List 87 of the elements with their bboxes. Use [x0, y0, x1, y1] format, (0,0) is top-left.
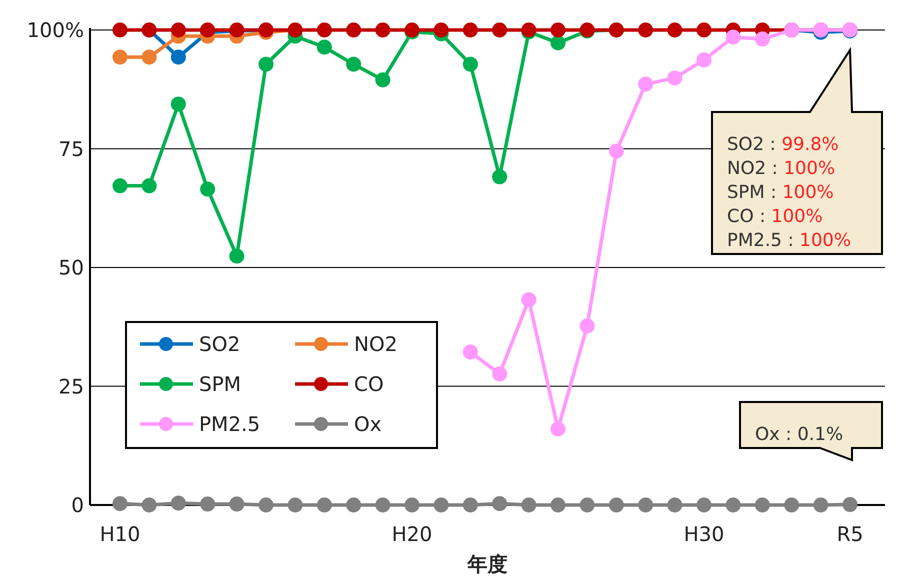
x-tick-label: H20: [392, 522, 432, 546]
point: [142, 178, 157, 194]
point: [229, 496, 244, 512]
point: [112, 496, 128, 512]
legend-label: CO: [354, 372, 384, 396]
x-tick-label: H10: [100, 522, 140, 546]
x-tick-label: H30: [684, 522, 724, 546]
point: [550, 22, 566, 38]
point: [550, 498, 566, 512]
point: [316, 22, 332, 38]
point: [462, 344, 478, 360]
point: [580, 318, 595, 334]
point: [434, 498, 449, 512]
point: [784, 498, 800, 512]
point: [638, 498, 654, 512]
point: [346, 22, 362, 38]
point: [200, 22, 216, 38]
point: [726, 498, 741, 512]
point: [580, 498, 595, 512]
point: [754, 498, 770, 512]
point: [521, 292, 536, 308]
y-tick-label: 0: [71, 493, 84, 517]
point: [521, 498, 536, 512]
point: [142, 498, 157, 512]
point: [258, 56, 274, 72]
point: [726, 30, 741, 45]
y-tick-label: 25: [58, 374, 84, 398]
legend-label: SO2: [199, 332, 240, 356]
point: [754, 32, 770, 47]
annotation: PM2.5 : 100%: [727, 230, 851, 251]
point: [375, 498, 390, 512]
point: [813, 498, 828, 512]
point: [608, 144, 624, 159]
legend-label: SPM: [199, 372, 242, 396]
point: [638, 22, 654, 38]
point: [434, 22, 449, 38]
point: [462, 56, 478, 72]
annotation: SPM : 100%: [727, 182, 834, 203]
point: [229, 248, 244, 264]
point: [696, 22, 712, 38]
point: [258, 498, 274, 512]
point: [112, 50, 128, 65]
point: [492, 496, 508, 512]
point: [404, 498, 420, 512]
annotation: Ox : 0.1%: [755, 424, 844, 445]
point: [492, 169, 508, 184]
point: [170, 50, 186, 65]
point: [170, 496, 186, 511]
annotation: SO2 : 99.8%: [727, 134, 839, 155]
point: [316, 40, 332, 55]
point: [170, 22, 186, 38]
point: [842, 497, 858, 512]
point: [667, 498, 682, 512]
y-tick-label: 50: [58, 256, 84, 280]
point: [288, 498, 303, 512]
point: [492, 22, 508, 38]
x-tick-label: R5: [836, 522, 864, 546]
point: [375, 72, 390, 88]
point: [667, 70, 682, 86]
point: [550, 422, 566, 436]
legend-label: PM2.5: [199, 412, 260, 436]
point: [462, 22, 478, 38]
point: [346, 56, 362, 72]
x-axis-title: 年度: [466, 552, 508, 576]
point: [696, 52, 712, 68]
point: [200, 496, 216, 512]
annotation: CO : 100%: [727, 206, 823, 227]
point: [112, 178, 128, 194]
annotation: NO2 : 100%: [727, 158, 836, 179]
point: [462, 498, 478, 512]
legend-label: Ox: [354, 412, 382, 436]
point: [142, 50, 157, 65]
point: [667, 22, 682, 38]
point: [170, 96, 186, 112]
point: [696, 498, 712, 512]
legend-label: NO2: [354, 332, 398, 356]
point: [200, 182, 216, 197]
y-tick-label: 100%: [26, 18, 84, 42]
point: [608, 498, 624, 512]
point: [346, 498, 362, 512]
point: [375, 22, 390, 38]
point: [550, 35, 566, 50]
point: [316, 498, 332, 512]
point: [112, 22, 128, 38]
point: [638, 76, 654, 92]
point: [492, 366, 508, 382]
y-tick-label: 75: [58, 136, 84, 161]
